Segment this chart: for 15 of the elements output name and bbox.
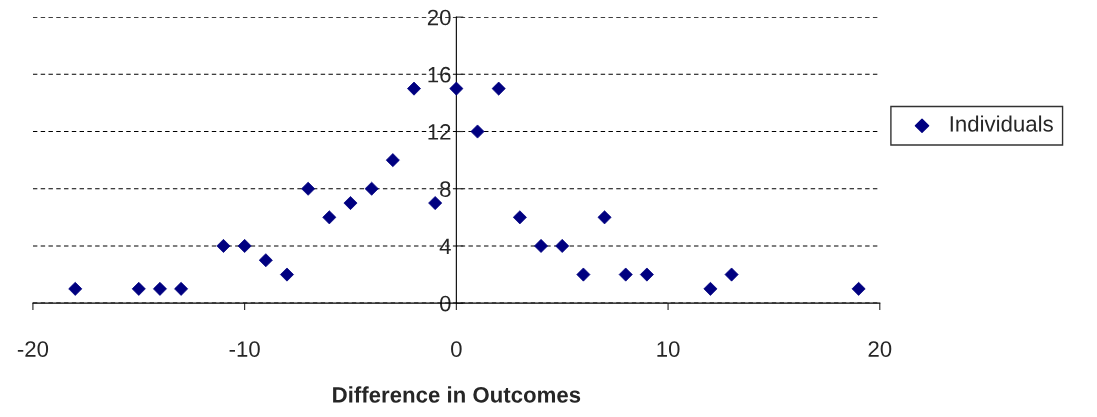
- x-tick-label: 20: [868, 341, 892, 357]
- legend-label: Individuals: [950, 115, 1053, 132]
- x-tick-label: 0: [451, 341, 462, 357]
- x-tick-label: -10: [229, 341, 260, 357]
- x-tick-label: 10: [657, 341, 680, 357]
- point: [343, 196, 358, 211]
- x-axis-title: Difference in Outcomes: [333, 386, 581, 403]
- point: [237, 238, 252, 253]
- y-tick-label: 8: [440, 181, 451, 198]
- y-tick-label: 16: [428, 66, 451, 83]
- point: [703, 281, 718, 296]
- y-tick-label: 20: [427, 9, 451, 26]
- x-tick-label: -20: [17, 341, 49, 357]
- point: [216, 238, 231, 253]
- y-tick-label: 4: [439, 238, 451, 254]
